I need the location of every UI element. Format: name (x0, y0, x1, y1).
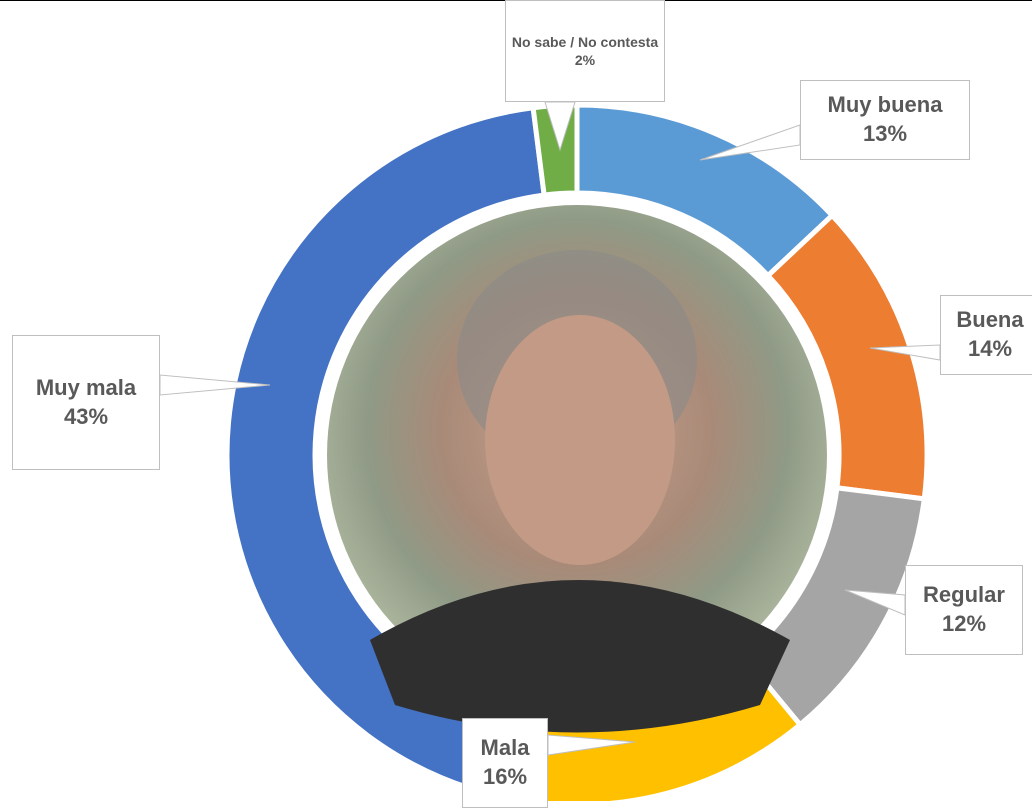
label-value: 2% (506, 51, 664, 69)
label-category: No sabe / No contesta (506, 33, 664, 51)
label-category: Regular (906, 581, 1022, 610)
page: Muy buena13% Buena14% Regular12% Mala16% Muy… (0, 0, 1032, 801)
label-value: 13% (801, 120, 969, 149)
label-value: 43% (13, 403, 159, 432)
label-category: Buena (941, 306, 1032, 335)
label-category: Muy buena (801, 91, 969, 120)
label-value: 16% (463, 763, 547, 792)
label-category: Mala (463, 734, 547, 763)
label-value: 14% (941, 335, 1032, 364)
photo-face (485, 315, 675, 565)
label-value: 12% (906, 610, 1022, 639)
label-category: Muy mala (13, 374, 159, 403)
